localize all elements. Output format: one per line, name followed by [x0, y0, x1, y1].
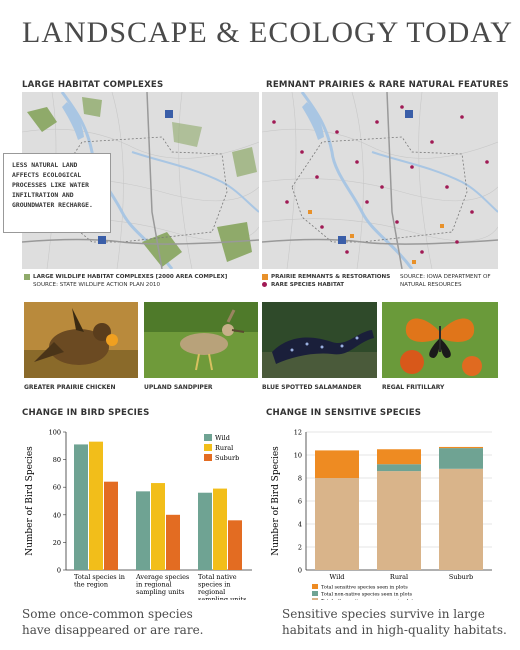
legend-label: Total non-native species seen in plots — [321, 592, 412, 598]
y-tick-label: 60 — [53, 484, 61, 492]
left-map-legend: LARGE WILDLIFE HABITAT COMPLEXES [2000 A… — [24, 273, 227, 289]
stacked-bar-segment — [439, 448, 483, 469]
sensitive-caption-line-2: habitats and in high-quality habitats. — [282, 623, 507, 637]
photo-caption: UPLAND SANDPIPER — [144, 384, 213, 391]
y-tick-label: 6 — [298, 498, 302, 506]
legend-swatch — [312, 591, 318, 596]
sandpiper-photo — [144, 302, 258, 378]
legend-label: Total sensitive species seen in plots — [321, 585, 408, 591]
x-tick-label: the region — [74, 581, 108, 589]
photo-caption: GREATER PRAIRIE CHICKEN — [24, 384, 116, 391]
sensitive-chart-caption: Sensitive species survive in large habit… — [282, 606, 507, 638]
x-tick-label: Wild — [330, 573, 345, 581]
x-tick-label: in regional — [136, 581, 172, 589]
prairie-swatch — [262, 273, 268, 280]
legend-label: Rural — [215, 444, 233, 452]
habitat-legend-label: LARGE WILDLIFE HABITAT COMPLEXES [2000 A… — [33, 274, 228, 280]
stacked-bar-segment — [377, 449, 421, 465]
bar-rural — [89, 441, 103, 570]
photo-caption: BLUE SPOTTED SALAMANDER — [262, 384, 362, 391]
right-map-legend: PRAIRIE REMNANTS & RESTORATIONS RARE SPE… — [262, 273, 390, 289]
salamander-photo — [262, 302, 377, 378]
right-map-heading: REMNANT PRAIRIES & RARE NATURAL FEATURES — [266, 80, 509, 90]
y-tick-label: 8 — [298, 475, 302, 483]
legend-swatch — [204, 444, 212, 451]
bar-wild — [74, 444, 88, 570]
photo-caption: REGAL FRITILLARY — [382, 384, 445, 391]
bird-species-chart: Number of Bird Species 0 20 40 60 80 100 Total … — [20, 420, 260, 604]
legend-label: Total other native species seen in plots — [321, 599, 416, 601]
y-tick-label: 20 — [53, 539, 61, 547]
x-tick-label: sampling units — [136, 588, 185, 596]
bar-wild — [136, 491, 150, 570]
y-tick-label: 4 — [298, 521, 302, 529]
legend-label: Suburb — [215, 454, 239, 462]
right-map-graphic — [262, 92, 498, 269]
right-map-source: SOURCE: IOWA DEPARTMENT OF NATURAL RESOU… — [400, 273, 491, 289]
y-tick-label: 80 — [53, 456, 61, 464]
x-tick-label: Total species in — [74, 573, 125, 581]
bar-rural — [213, 488, 227, 570]
right-source-line-2: NATURAL RESOURCES — [400, 282, 462, 288]
x-tick-label: sampling units — [198, 596, 247, 601]
butterfly-photo — [382, 302, 498, 378]
bar-suburb — [166, 514, 180, 570]
stacked-bar-segment — [439, 468, 483, 570]
left-map-source: SOURCE: STATE WILDLIFE ACTION PLAN 2010 — [33, 282, 161, 288]
stacked-bar-segment — [377, 464, 421, 472]
legend-swatch — [204, 434, 212, 441]
rare-legend-label: RARE SPECIES HABITAT — [271, 282, 345, 288]
habitat-swatch — [24, 273, 30, 280]
y-tick-label: 0 — [57, 567, 61, 575]
legend-label: Wild — [215, 434, 230, 442]
y-tick-label: 40 — [53, 511, 61, 519]
sensitive-species-chart: Number of Bird Species 0 2 4 6 8 10 12 Wild Rural… — [266, 420, 504, 605]
bird-caption-line-1: Some once-common species — [22, 607, 193, 621]
x-tick-label: Suburb — [449, 573, 473, 581]
x-tick-label: Rural — [390, 573, 408, 581]
bird-chart-svg: Number of Bird Species 0 20 40 60 80 100 Total … — [25, 429, 252, 604]
sensitive-chart-heading: CHANGE IN SENSITIVE SPECIES — [266, 408, 422, 418]
prairie-chicken-photo — [24, 302, 138, 378]
stacked-bar-segment — [377, 471, 421, 570]
rare-habitat-dot — [262, 282, 267, 287]
bar-wild — [198, 492, 212, 570]
right-source-line-1: SOURCE: IOWA DEPARTMENT OF — [400, 274, 491, 280]
x-tick-label: regional — [198, 588, 225, 596]
sensitive-chart-svg: Number of Bird Species 0 2 4 6 8 10 12 Wild Rural… — [271, 429, 492, 605]
sensitive-caption-line-1: Sensitive species survive in large — [282, 607, 485, 621]
bird-caption-line-2: have disappeared or are rare. — [22, 623, 204, 637]
y-tick-label: 12 — [294, 429, 302, 437]
stacked-bar-segment — [439, 446, 483, 449]
page-title: LANDSCAPE & ECOLOGY TODAY — [22, 16, 513, 49]
bar-suburb — [228, 520, 242, 570]
legend-swatch — [312, 598, 318, 603]
y-tick-label: 10 — [294, 452, 302, 460]
prairie-legend-label: PRAIRIE REMNANTS & RESTORATIONS — [271, 274, 391, 280]
legend-swatch — [204, 454, 212, 461]
x-tick-label: Average species — [135, 573, 189, 581]
y-tick-label: 0 — [298, 567, 302, 575]
y-axis-label: Number of Bird Species — [271, 446, 281, 556]
legend-swatch — [312, 584, 318, 589]
bird-chart-heading: CHANGE IN BIRD SPECIES — [22, 408, 150, 418]
x-tick-label: species in — [198, 581, 231, 589]
x-tick-label: Total native — [198, 573, 237, 581]
left-map-heading: LARGE HABITAT COMPLEXES — [22, 80, 164, 90]
right-remnant-map — [262, 92, 498, 269]
y-axis-label: Number of Bird Species — [25, 446, 35, 556]
y-tick-label: 100 — [49, 429, 61, 437]
bird-chart-caption: Some once-common species have disappeare… — [22, 606, 204, 638]
stacked-bar-segment — [315, 450, 359, 478]
y-tick-label: 2 — [298, 544, 302, 552]
bar-rural — [151, 483, 165, 570]
stacked-bar-segment — [315, 478, 359, 570]
callout-note: LESS NATURAL LAND AFFECTS ECOLOGICAL PRO… — [3, 153, 111, 233]
bar-suburb — [104, 481, 118, 570]
